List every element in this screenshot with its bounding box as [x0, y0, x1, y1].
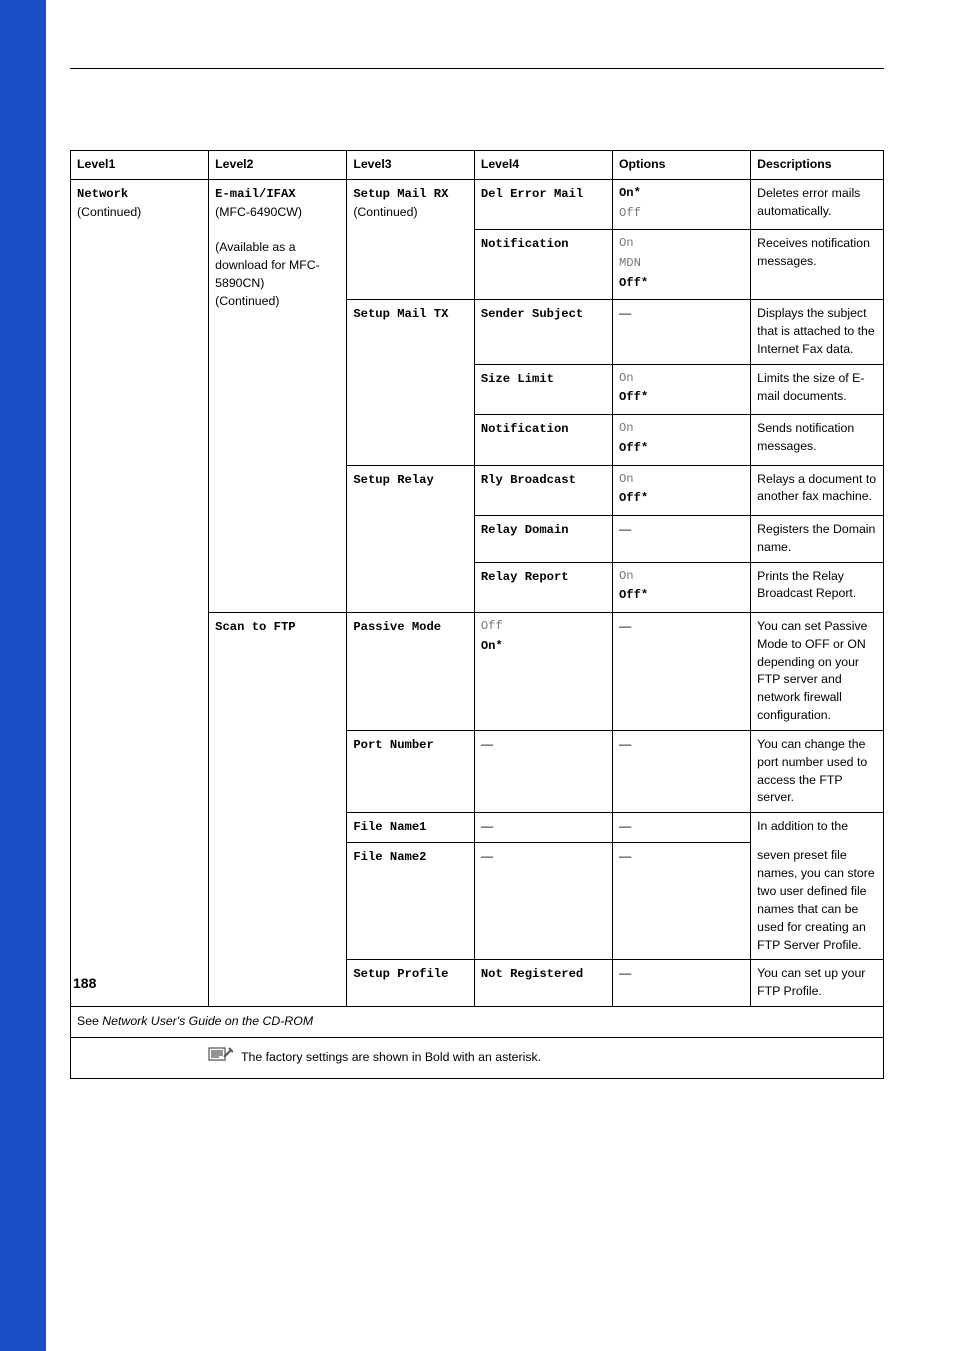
options-file-name2: —	[612, 842, 750, 959]
options-rly-broadcast: On Off*	[612, 465, 750, 515]
header-level4: Level4	[474, 151, 612, 180]
options-setup-profile: —	[612, 960, 750, 1007]
options-relay-report: On Off*	[612, 562, 750, 612]
content-area: Level1 Level2 Level3 Level4 Options Desc…	[0, 0, 954, 1079]
header-options: Options	[612, 151, 750, 180]
options-notification-tx: On Off*	[612, 415, 750, 465]
desc-sends-notif: Sends notification messages.	[751, 415, 884, 465]
level3-setup-relay: Setup Relay	[347, 465, 475, 612]
level4-sender-subject: Sender Subject	[474, 300, 612, 364]
footnote-guide-text: Network User's Guide on the CD-ROM	[102, 1014, 313, 1028]
header-descriptions: Descriptions	[751, 151, 884, 180]
footnote-see-prefix: See	[77, 1014, 102, 1028]
desc-rly-broadcast: Relays a document to another fax machine…	[751, 465, 884, 515]
level3-port-number: Port Number	[347, 730, 475, 812]
options-file-name1: —	[612, 813, 750, 843]
footnote-asterisk-cell: The factory settings are shown in Bold w…	[71, 1037, 884, 1078]
level1-continued: (Continued)	[77, 205, 141, 219]
level2-email-ifax: E-mail/IFAX (MFC-6490CW) (Available as a…	[209, 179, 347, 612]
level3-setup-mail-tx: Setup Mail TX	[347, 300, 475, 465]
level4-passive-mode: Off On*	[474, 612, 612, 730]
level4-file-name2: —	[474, 842, 612, 959]
header-row: Level1 Level2 Level3 Level4 Options Desc…	[71, 151, 884, 180]
desc-passive-mode: You can set Passive Mode to OFF or ON de…	[751, 612, 884, 730]
desc-file-name-intro: In addition to the	[751, 813, 884, 843]
level4-notification-tx: Notification	[474, 415, 612, 465]
left-sidebar	[0, 0, 46, 1351]
level3-file-name2: File Name2	[347, 842, 475, 959]
header-level1: Level1	[71, 151, 209, 180]
level2-mfc6490: (MFC-6490CW)	[215, 205, 302, 219]
desc-port-number: You can change the port number used to a…	[751, 730, 884, 812]
level2-continued: (Continued)	[215, 294, 279, 308]
note-icon	[207, 1044, 233, 1072]
top-rule	[70, 68, 884, 69]
level4-not-registered: Not Registered	[474, 960, 612, 1007]
footnote-row-guide: See Network User's Guide on the CD-ROM	[71, 1007, 884, 1038]
desc-file-name-rest: seven preset file names, you can store t…	[751, 842, 884, 959]
level4-del-error-mail: Del Error Mail	[474, 179, 612, 229]
level3-setup-mail-rx: Setup Mail RX (Continued)	[347, 179, 475, 299]
page-number: 188	[73, 975, 96, 991]
level4-file-name1: —	[474, 813, 612, 843]
footnote-guide: See Network User's Guide on the CD-ROM	[71, 1007, 884, 1038]
level3-setup-profile: Setup Profile	[347, 960, 475, 1007]
desc-sender-subject: Displays the subject that is attached to…	[751, 300, 884, 364]
options-sender-subject: —	[612, 300, 750, 364]
options-relay-domain: —	[612, 515, 750, 562]
desc-size-limit: Limits the size of E-mail documents.	[751, 364, 884, 414]
header-level2: Level2	[209, 151, 347, 180]
header-level3: Level3	[347, 151, 475, 180]
level3-file-name1: File Name1	[347, 813, 475, 843]
footnote-asterisk-text: The factory settings are shown in Bold w…	[241, 1049, 541, 1067]
level2-email-label: E-mail/IFAX	[215, 187, 295, 201]
level4-size-limit: Size Limit	[474, 364, 612, 414]
level2-available: (Available as a download for MFC-5890CN)	[215, 240, 320, 290]
desc-receives-notif: Receives notification messages.	[751, 230, 884, 300]
desc-setup-profile: You can set up your FTP Profile.	[751, 960, 884, 1007]
level1-network: Network	[77, 187, 128, 201]
level4-port-number: —	[474, 730, 612, 812]
table-row: Network (Continued) E-mail/IFAX (MFC-649…	[71, 179, 884, 229]
options-passive-mode: —	[612, 612, 750, 730]
setup-mail-rx-label: Setup Mail RX	[353, 187, 448, 201]
level2-scan-ftp: Scan to FTP	[209, 612, 347, 1006]
options-notification-rx: On MDN Off*	[612, 230, 750, 300]
menu-table: Level1 Level2 Level3 Level4 Options Desc…	[70, 150, 884, 1079]
options-size-limit: On Off*	[612, 364, 750, 414]
setup-mail-rx-continued: (Continued)	[353, 205, 417, 219]
level3-passive-mode: Passive Mode	[347, 612, 475, 730]
footnote-row-asterisk: The factory settings are shown in Bold w…	[71, 1037, 884, 1078]
options-port-number: —	[612, 730, 750, 812]
options-del-error: On* Off	[612, 179, 750, 229]
level4-notification-rx: Notification	[474, 230, 612, 300]
level4-rly-broadcast: Rly Broadcast	[474, 465, 612, 515]
desc-del-error: Deletes error mails automatically.	[751, 179, 884, 229]
level1-cell: Network (Continued)	[71, 179, 209, 1006]
desc-relay-domain: Registers the Domain name.	[751, 515, 884, 562]
level4-relay-domain: Relay Domain	[474, 515, 612, 562]
level4-relay-report: Relay Report	[474, 562, 612, 612]
desc-relay-report: Prints the Relay Broadcast Report.	[751, 562, 884, 612]
